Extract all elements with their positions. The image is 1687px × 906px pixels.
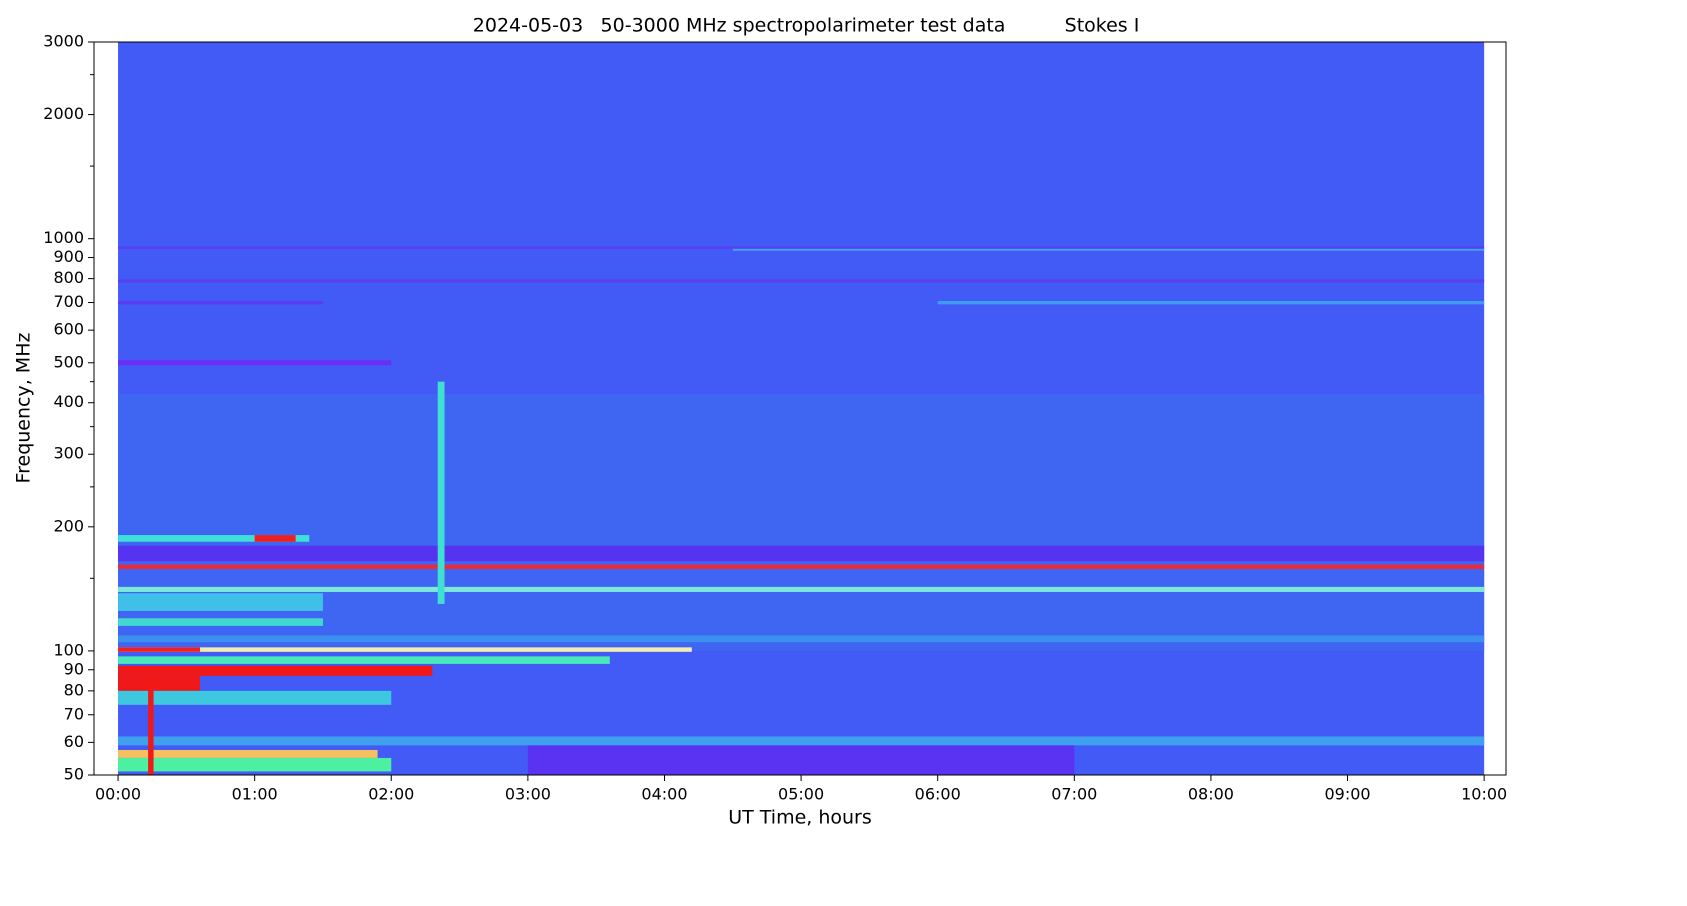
heatmap-band [937,301,1485,305]
y-tick-label: 300 [53,444,84,463]
x-tick-label: 05:00 [778,785,824,804]
x-tick-label: 03:00 [505,785,551,804]
heatmap-band [118,279,1485,283]
y-tick-label: 80 [64,680,84,699]
heatmap-band [732,248,1485,251]
y-tick-label: 70 [64,704,84,723]
x-tick-label: 06:00 [915,785,961,804]
y-axis-label: Frequency, MHz [13,333,35,484]
y-tick-label: 800 [53,268,84,287]
heatmap-band [118,757,392,772]
y-tick-label: 900 [53,247,84,266]
heatmap-band [118,656,610,664]
heatmap-band [118,393,1485,651]
y-tick-label: 60 [64,732,84,751]
x-tick-label: 10:00 [1461,785,1507,804]
heatmap-band [118,749,378,758]
y-tick-label: 700 [53,292,84,311]
heatmap-band [118,647,692,652]
x-axis-label: UT Time, hours [728,807,872,829]
heatmap-band [118,564,1485,570]
heatmap-band [118,618,323,626]
x-tick-label: 09:00 [1324,785,1370,804]
heatmap-band [118,635,1485,643]
y-tick-label: 400 [53,392,84,411]
chart-title-date: 2024-05-03 [473,15,583,37]
chart-title: 50-3000 MHz spectropolarimeter test data [601,15,1006,37]
x-tick-label: 02:00 [368,785,414,804]
heatmap-band [118,736,1485,746]
y-tick-label: 1000 [43,228,84,247]
y-tick-label: 90 [64,659,84,678]
y-tick-label: 200 [53,516,84,535]
chart-title-stokes: Stokes I [1065,15,1140,37]
heatmap-band [118,545,1485,562]
y-tick-label: 100 [53,640,84,659]
heatmap-band [118,535,310,542]
x-tick-label: 01:00 [232,785,278,804]
y-tick-label: 2000 [43,104,84,123]
heatmap-band [118,586,1485,592]
x-tick-label: 00:00 [95,785,141,804]
y-tick-label: 600 [53,320,84,339]
heatmap-band [118,675,201,691]
x-tick-label: 04:00 [641,785,687,804]
heatmap-band [118,647,201,652]
heatmap-band [118,360,392,366]
heatmap-band [118,665,433,676]
x-tick-label: 07:00 [1051,785,1097,804]
heatmap-band [118,690,392,705]
heatmap-band [118,246,1485,249]
heatmap-band [527,745,1075,775]
heatmap-band [118,593,323,611]
y-tick-label: 3000 [43,32,84,51]
heatmap-band [148,669,154,775]
plot-frame [93,41,1507,776]
heatmap-band [118,301,323,305]
x-tick-label: 08:00 [1188,785,1234,804]
heatmap-band [437,381,445,604]
y-tick-label: 500 [53,352,84,371]
heatmap-band [254,535,296,542]
y-tick-label: 50 [64,765,84,784]
